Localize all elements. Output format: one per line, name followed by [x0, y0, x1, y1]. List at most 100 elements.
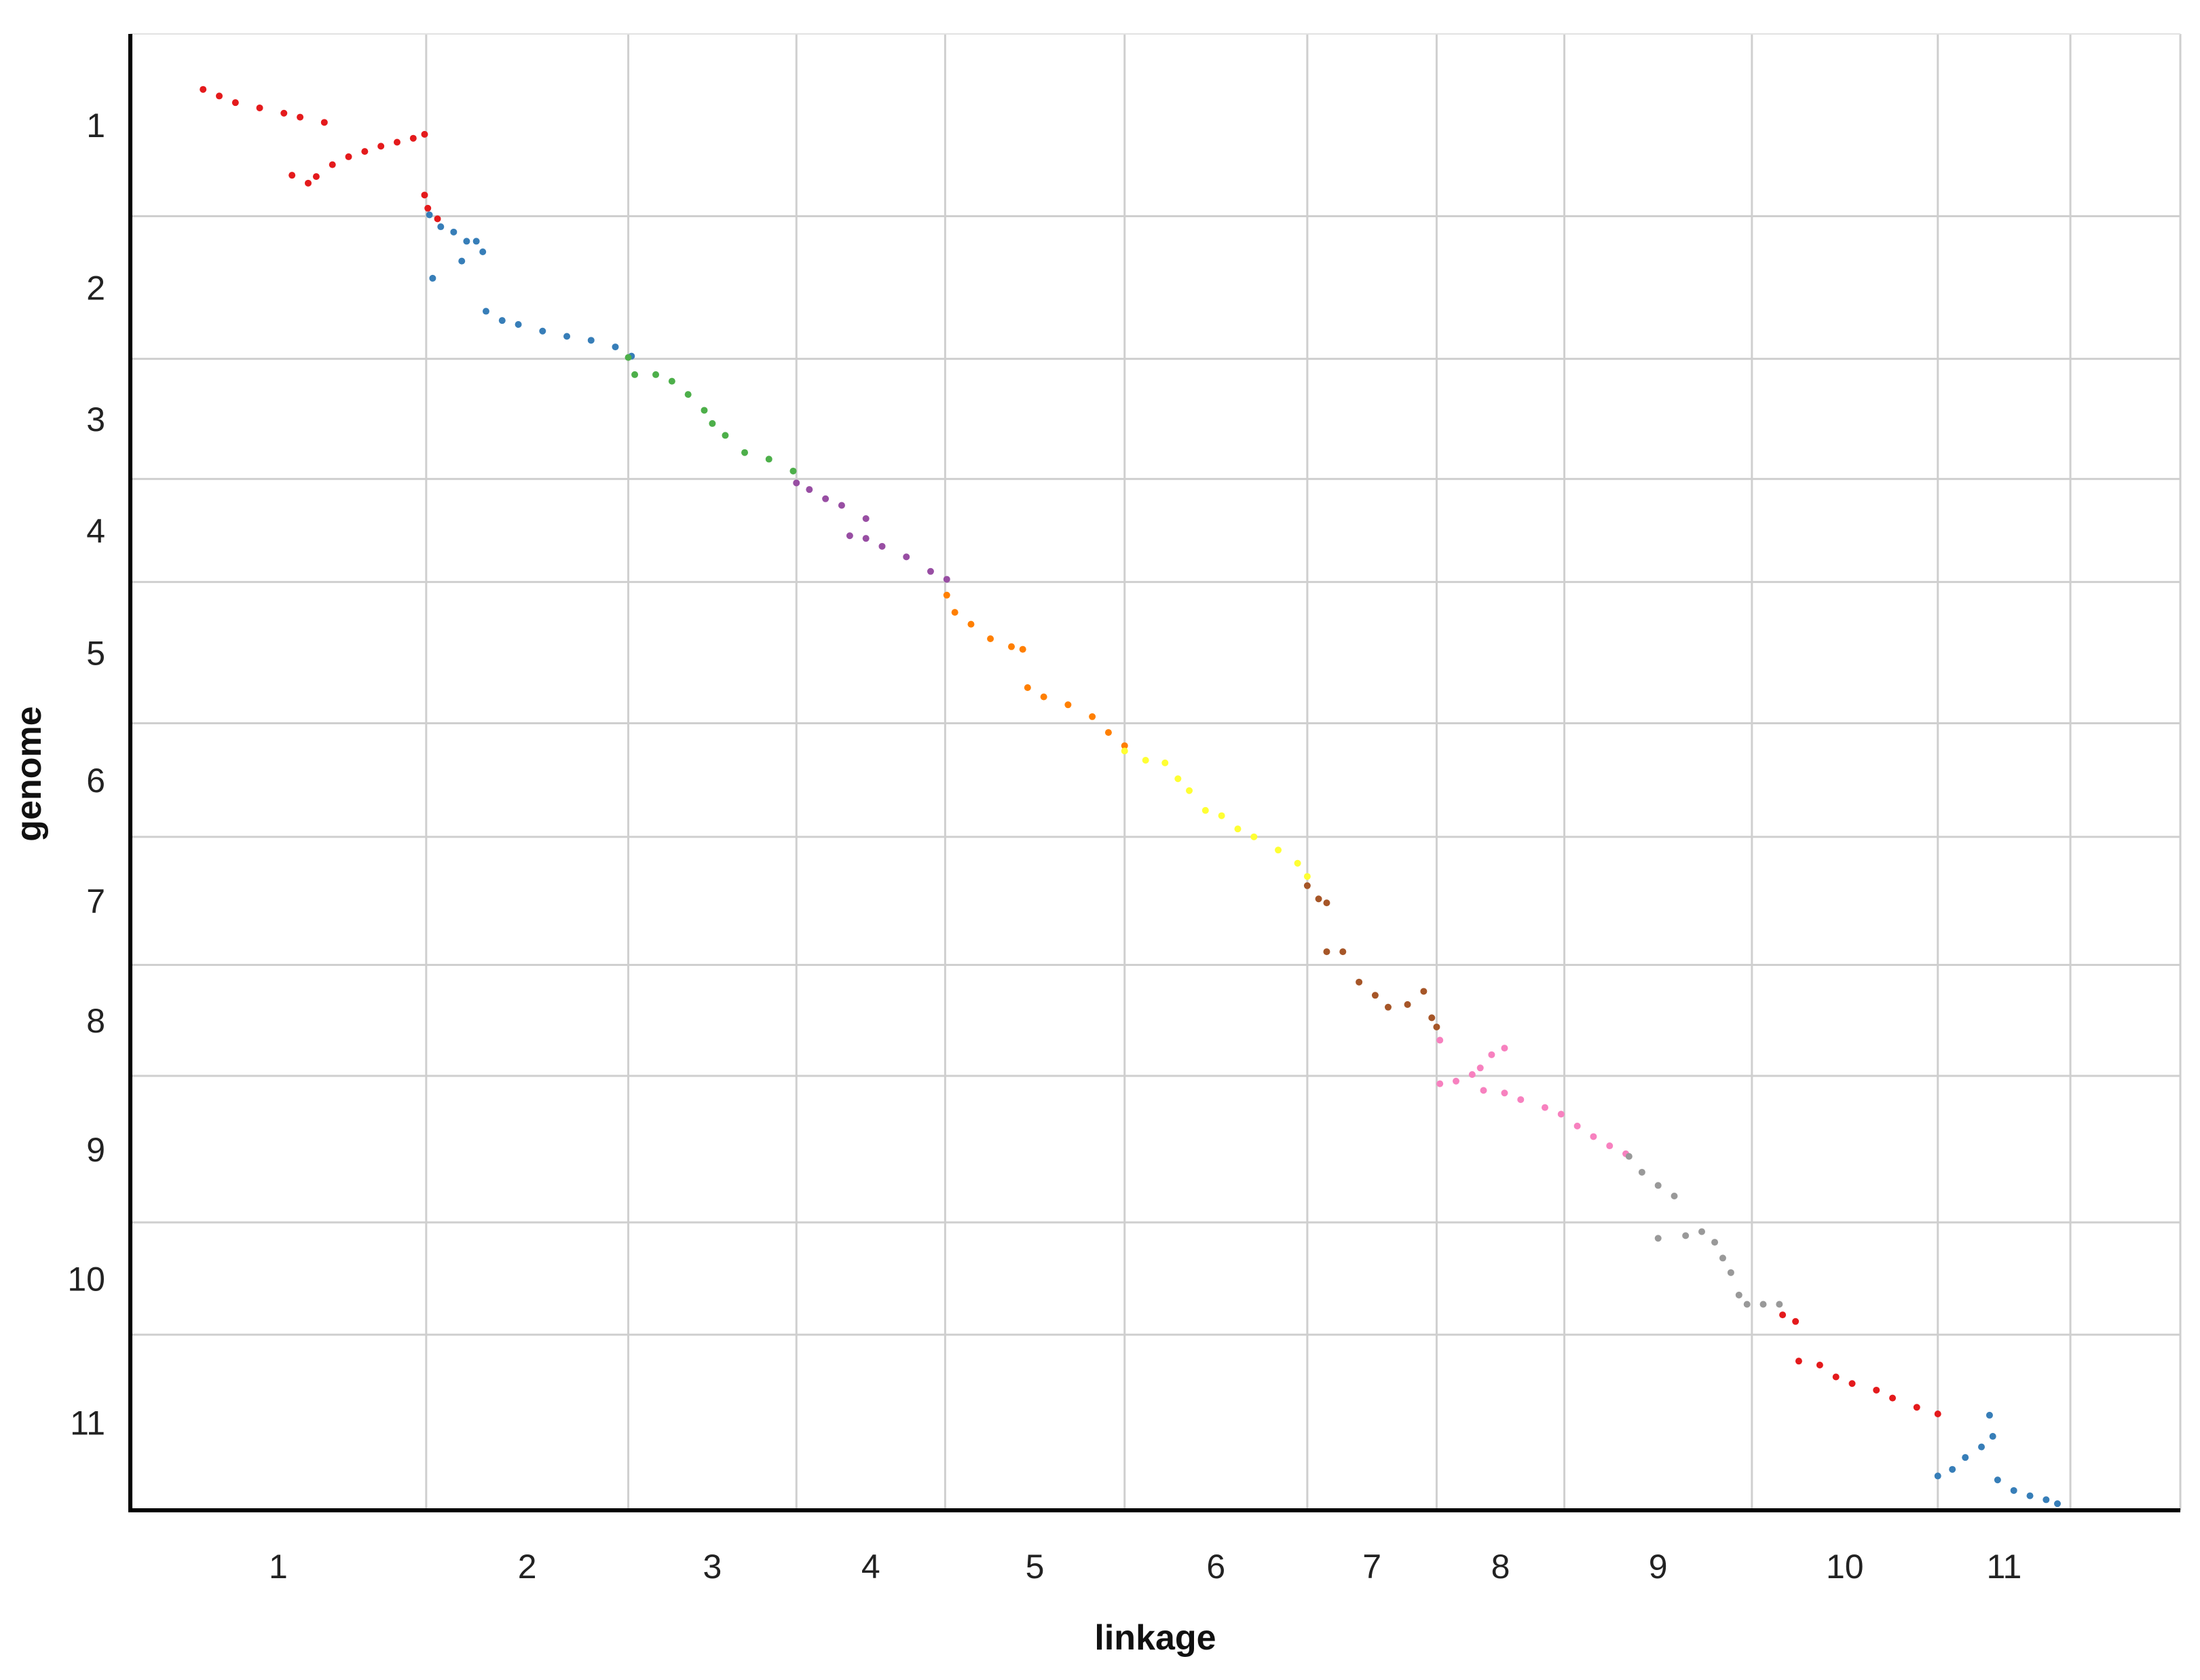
data-point [1735, 1291, 1742, 1299]
data-point [668, 377, 675, 385]
data-point [1606, 1142, 1614, 1150]
data-point [878, 542, 886, 550]
data-point [1104, 729, 1112, 736]
data-point [498, 317, 506, 324]
data-point [424, 204, 432, 212]
y-tick-label: 6 [86, 762, 105, 800]
series-group-5 [943, 591, 1128, 749]
data-point [1488, 1051, 1495, 1058]
data-point [312, 173, 320, 181]
data-point [1654, 1182, 1662, 1189]
data-point [421, 191, 428, 199]
data-point [793, 479, 800, 487]
data-point [1436, 1080, 1444, 1087]
data-point [1501, 1089, 1508, 1097]
data-point [1889, 1394, 1897, 1402]
data-point [631, 371, 639, 378]
data-point [2043, 1496, 2050, 1504]
data-point [1384, 1003, 1392, 1011]
data-point [1792, 1318, 1800, 1325]
data-point [722, 432, 729, 439]
data-point [1590, 1133, 1597, 1140]
data-point [2010, 1487, 2017, 1494]
data-point [903, 553, 910, 561]
data-point [709, 419, 716, 427]
data-point [1303, 882, 1311, 889]
data-point [1121, 742, 1128, 749]
data-point [2053, 1500, 2061, 1508]
data-point [1711, 1239, 1719, 1246]
y-tick-label: 10 [67, 1261, 105, 1299]
data-point [434, 215, 441, 223]
x-axis-title: linkage [1094, 1618, 1216, 1658]
data-point [1795, 1358, 1802, 1365]
axes [128, 34, 2180, 1512]
data-point [1452, 1077, 1459, 1085]
series-group-10 [1779, 1311, 1941, 1417]
data-point [1989, 1433, 1996, 1440]
data-point [304, 179, 312, 187]
data-point [563, 333, 571, 340]
x-tick-label: 9 [1649, 1548, 1668, 1586]
data-point [1294, 859, 1301, 867]
data-point [1186, 787, 1193, 794]
data-point [1404, 1001, 1411, 1008]
data-point [479, 248, 487, 255]
data-point [1339, 948, 1347, 956]
data-point [393, 138, 400, 146]
data-point [1557, 1110, 1565, 1118]
data-point [320, 119, 328, 126]
x-tick-label: 5 [1026, 1548, 1045, 1586]
data-point [1480, 1087, 1487, 1094]
data-point [1420, 988, 1428, 995]
data-point [822, 495, 829, 502]
data-point [741, 449, 749, 456]
data-point [515, 320, 522, 328]
data-point [1776, 1301, 1783, 1308]
data-point [1625, 1153, 1633, 1160]
data-point [1541, 1104, 1548, 1111]
data-point [1476, 1064, 1484, 1072]
data-point [1218, 812, 1225, 819]
data-point [967, 620, 975, 628]
data-point [1832, 1373, 1840, 1381]
y-tick-label: 2 [86, 269, 105, 307]
data-point [1573, 1122, 1581, 1130]
data-point [1654, 1235, 1662, 1242]
data-point [1356, 978, 1363, 986]
data-point [1501, 1045, 1508, 1052]
y-tick-label: 11 [70, 1404, 105, 1442]
data-point [806, 486, 813, 493]
data-point [200, 86, 207, 93]
data-point [943, 576, 950, 583]
series-group-8 [1436, 1037, 1630, 1157]
data-point [838, 502, 845, 509]
data-point [1517, 1096, 1525, 1103]
series-group-4 [793, 479, 950, 583]
data-point [1719, 1254, 1726, 1262]
data-point [765, 455, 772, 463]
data-point [1201, 806, 1209, 814]
x-tick-label: 6 [1206, 1548, 1225, 1586]
data-point [587, 337, 595, 344]
data-point [943, 591, 950, 599]
grid-lines [130, 33, 2182, 1510]
data-point [215, 92, 223, 100]
data-point [345, 153, 352, 160]
x-tick-label: 11 [1986, 1548, 2021, 1586]
x-tick-label: 4 [861, 1548, 880, 1586]
data-point [1468, 1071, 1476, 1079]
data-point [1142, 756, 1149, 764]
x-tick-labels: 1 2 3 4 5 6 7 8 9 10 11 [269, 1548, 2021, 1586]
data-point [1873, 1386, 1880, 1394]
data-point [2026, 1492, 2034, 1499]
data-point [280, 109, 288, 117]
data-point [684, 391, 692, 398]
data-point [1371, 992, 1379, 999]
data-point [458, 257, 466, 265]
data-point [1234, 825, 1242, 833]
data-point [1323, 899, 1330, 907]
data-point [1934, 1410, 1941, 1417]
data-point [1089, 713, 1096, 720]
x-tick-label: 3 [703, 1548, 722, 1586]
